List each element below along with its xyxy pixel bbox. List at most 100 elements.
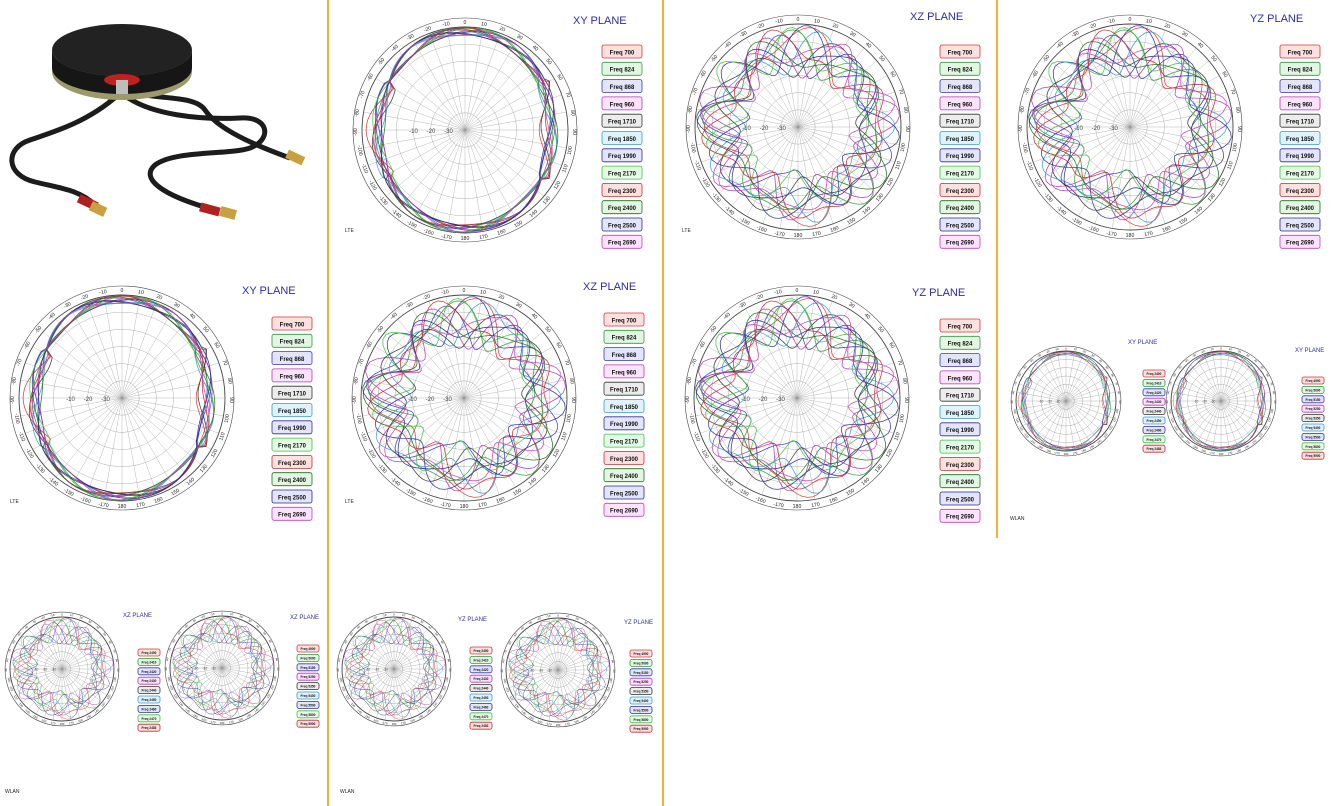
ring-label: -30: [1056, 400, 1061, 404]
legend-label: Freq 2500: [946, 223, 975, 229]
grid-spoke: [1065, 400, 1105, 434]
angle-tick-label: -110: [693, 160, 702, 172]
divider-v2: [662, 0, 664, 806]
angle-tick-label: -80: [687, 106, 694, 115]
ring-label: -10: [1039, 400, 1044, 404]
legend-label: Freq 2400: [946, 206, 975, 212]
angle-tick-label: 110: [894, 161, 903, 171]
grid-spoke: [1129, 126, 1149, 229]
angle-tick-label: 120: [885, 448, 895, 459]
angle-tick-label: 50: [434, 632, 439, 637]
angle-tick-label: 180: [60, 722, 65, 726]
legend-label: Freq 5500: [634, 708, 649, 712]
angle-tick-label: -30: [31, 619, 37, 625]
angle-tick-label: -130: [1178, 432, 1185, 439]
grid-spoke: [103, 397, 123, 500]
grid-spoke: [393, 668, 421, 715]
legend-label: Freq 2690: [608, 241, 637, 247]
legend-item: [1301, 442, 1325, 451]
legend-label: Freq 2450: [1147, 419, 1162, 423]
series-trace: [705, 298, 877, 471]
legend-label: Freq 700: [948, 324, 973, 330]
legend-item: [939, 405, 981, 419]
grid-spoke: [762, 30, 799, 128]
grid-spoke: [696, 126, 799, 146]
angle-tick-label: 160: [1162, 225, 1172, 234]
grid-spoke: [393, 659, 446, 670]
grid-spoke: [707, 397, 798, 450]
grid-spoke: [1220, 400, 1247, 445]
angle-tick-label: -120: [1032, 177, 1042, 189]
divider-v3: [996, 0, 998, 538]
legend-item: [469, 721, 493, 730]
angle-tick-label: 50: [543, 326, 551, 334]
grid-spoke: [221, 658, 274, 669]
angle-tick-label: 90: [228, 397, 234, 403]
legend-item: [271, 472, 313, 487]
series-trace: [17, 617, 103, 716]
legend-label: Freq 700: [610, 50, 635, 56]
legend-label: Freq 960: [948, 102, 973, 108]
grid-spoke: [708, 126, 799, 179]
angle-tick-label: 150: [418, 714, 424, 720]
angle-tick-label: 0: [463, 288, 466, 294]
angle-tick-label: -20: [200, 614, 206, 619]
series-trace: [700, 300, 883, 490]
grid-spoke: [1212, 400, 1222, 451]
angle-tick-label: -100: [355, 413, 363, 424]
angle-tick-label: -110: [169, 684, 175, 691]
angle-tick-label: -20: [422, 293, 431, 301]
legend-item: [271, 420, 313, 435]
angle-tick-label: 160: [830, 225, 840, 234]
legend-label: Freq 1990: [946, 428, 975, 434]
legend-label: Freq 5400: [301, 694, 316, 698]
chart-title: XZ PLANE: [910, 11, 963, 23]
legend-item: [1279, 44, 1321, 59]
grid-spoke: [779, 126, 799, 229]
legend-label: Freq 824: [280, 340, 305, 346]
grid-spoke: [429, 129, 466, 227]
legend-item: [601, 44, 643, 59]
angle-tick-label: 170: [401, 721, 407, 726]
angle-tick-label: 20: [1082, 349, 1087, 354]
legend-item: [601, 131, 643, 145]
grid-spoke: [61, 668, 96, 709]
series-trace: [702, 29, 874, 211]
boot-middle: [199, 202, 221, 217]
series-trace: [349, 620, 444, 718]
legend-label: Freq 2410: [1147, 381, 1162, 385]
chart-title: XY PLANE: [573, 15, 627, 27]
grid-spoke: [121, 397, 189, 478]
angle-tick-label: 50: [544, 58, 552, 66]
grid-spoke: [1065, 353, 1084, 402]
legend-item: [1301, 423, 1325, 432]
series-trace: [346, 618, 434, 720]
grid-spoke: [1050, 60, 1131, 128]
grid-spoke: [761, 397, 798, 495]
angle-tick-label: -170: [381, 721, 388, 726]
angle-tick-label: -60: [365, 341, 374, 351]
series-trace: [365, 30, 550, 230]
angle-tick-label: 30: [1090, 353, 1095, 358]
angle-tick-label: 10: [481, 21, 488, 28]
angle-tick-label: 80: [901, 378, 908, 385]
legend-label: Freq 2690: [610, 509, 639, 515]
legend-label: Freq 5150: [1306, 398, 1321, 402]
grid-spoke: [1195, 357, 1222, 402]
grid-spoke: [746, 126, 799, 217]
angle-tick-label: 90: [612, 670, 616, 674]
grid-spoke: [393, 668, 434, 703]
chart-title: YZ PLANE: [1250, 13, 1303, 25]
legend-item: [939, 79, 981, 93]
angle-tick-label: -70: [7, 648, 12, 654]
grid-spoke: [1040, 400, 1067, 445]
grid-spoke: [348, 668, 395, 696]
angle-tick-label: -10: [1209, 347, 1214, 352]
legend-item: [137, 648, 161, 657]
legend-item: [1142, 369, 1166, 378]
legend-item: [1279, 200, 1321, 215]
panel-note: LTE: [10, 499, 19, 505]
series-trace: [1020, 351, 1109, 451]
ring-label: -10: [741, 397, 750, 403]
